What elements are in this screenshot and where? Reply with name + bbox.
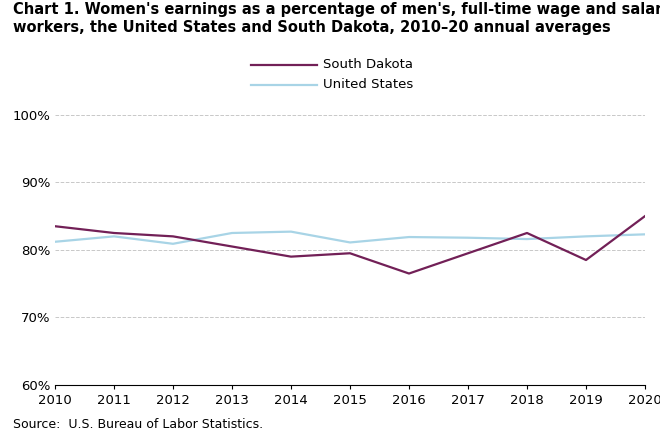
United States [287,229,295,234]
Line: United States: United States [55,232,645,244]
United States [641,232,649,237]
South Dakota [464,251,472,256]
United States [582,234,590,239]
United States [169,241,177,246]
South Dakota [228,244,236,249]
South Dakota [405,271,413,276]
United States [523,236,531,242]
South Dakota [641,213,649,219]
Line: South Dakota: South Dakota [55,216,645,274]
South Dakota [346,251,354,256]
South Dakota [523,230,531,236]
Text: Chart 1. Women's earnings as a percentage of men's, full-time wage and salary
wo: Chart 1. Women's earnings as a percentag… [13,2,660,35]
Text: United States: United States [323,78,414,91]
South Dakota [169,234,177,239]
South Dakota [287,254,295,259]
South Dakota [110,230,118,236]
Text: South Dakota: South Dakota [323,58,413,71]
South Dakota [582,257,590,262]
Text: Source:  U.S. Bureau of Labor Statistics.: Source: U.S. Bureau of Labor Statistics. [13,418,263,431]
United States [228,230,236,236]
United States [110,234,118,239]
United States [346,240,354,245]
United States [464,235,472,240]
United States [405,234,413,239]
South Dakota [51,223,59,229]
United States [51,239,59,244]
